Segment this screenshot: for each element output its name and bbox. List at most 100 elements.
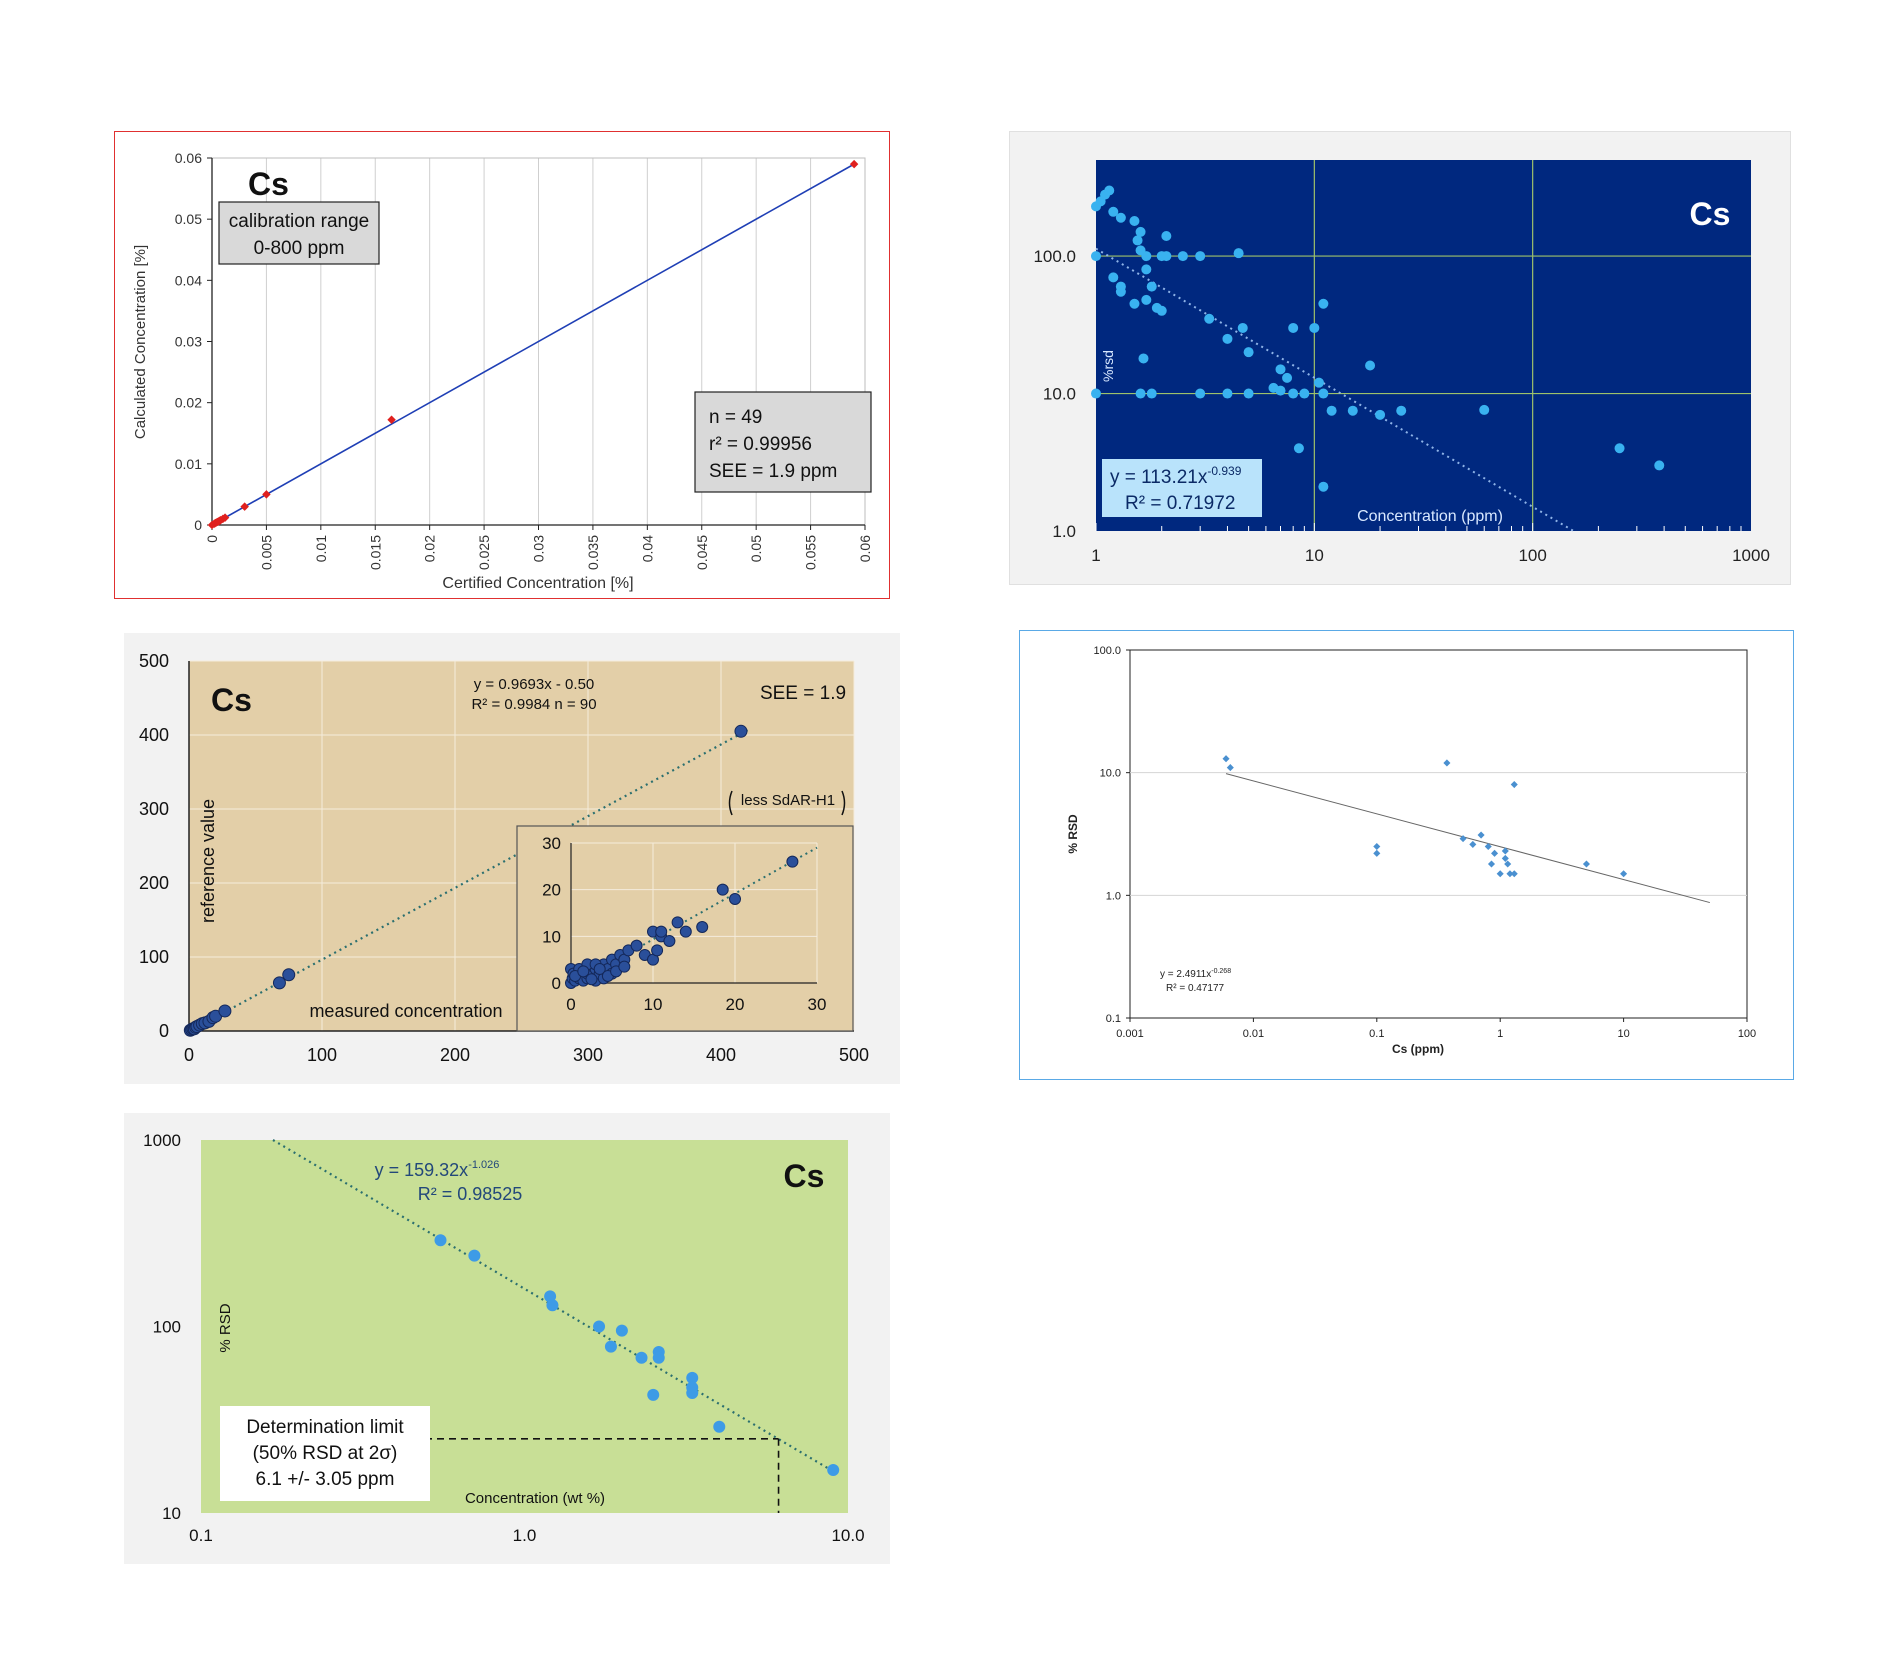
- data-point: [1243, 388, 1254, 399]
- calibration-range-box: [218, 201, 380, 265]
- inset-data-point: [663, 935, 676, 947]
- x-tick-label: 0.01: [1243, 1028, 1264, 1040]
- data-point: [1141, 251, 1152, 262]
- y-tick-label: 0: [159, 1021, 169, 1041]
- r2-text: R² = 0.71972: [1125, 493, 1235, 514]
- equation-text: y = 113.21x-0.939: [1110, 464, 1242, 488]
- y-tick-label: 500: [139, 651, 169, 671]
- y-tick-label: 0.04: [175, 272, 202, 288]
- determination-limit-line-1: Determination limit: [246, 1417, 404, 1438]
- y-tick-label: 100: [139, 947, 169, 967]
- x-tick-label: 300: [573, 1045, 603, 1065]
- data-point: [615, 1324, 628, 1337]
- y-tick-label: 0.03: [175, 334, 202, 350]
- data-point: [1282, 372, 1293, 383]
- chart-calibration: 0 0.005 0.01 0.015 0.02 0.025 0.03 0.035 0.04 0.0…: [132, 150, 873, 592]
- data-point: [434, 1234, 447, 1247]
- data-point: [218, 1004, 232, 1018]
- data-point: [1237, 322, 1248, 333]
- y-tick-label: 0: [194, 517, 202, 533]
- y-axis-label: Calculated Concentration [%]: [132, 245, 149, 439]
- inset-data-point: [696, 921, 709, 933]
- x-tick-label: 0.025: [476, 535, 492, 570]
- x-axis-label: Concentration (ppm): [1357, 508, 1503, 525]
- y-axis-label: %rsd: [1100, 350, 1116, 382]
- stats-r2: r² = 0.99956: [709, 434, 812, 455]
- data-point: [604, 1340, 617, 1353]
- x-tick-label: 1000: [1732, 546, 1770, 565]
- equation-text: y = 159.32x-1.026: [375, 1159, 500, 1180]
- y-tick-label: 10.0: [1100, 768, 1121, 780]
- data-point: [1275, 385, 1286, 396]
- data-point: [1129, 298, 1140, 309]
- data-point: [1195, 251, 1206, 262]
- x-tick-label: 0.04: [639, 535, 655, 562]
- x-tick-label: 10: [1305, 546, 1324, 565]
- inset-x-tick-label: 20: [726, 995, 745, 1014]
- data-point: [635, 1351, 648, 1364]
- x-axis-label: Cs (ppm): [1392, 1042, 1444, 1056]
- x-tick-label: 0.035: [585, 535, 601, 570]
- data-point: [240, 502, 249, 511]
- y-tick-label: 0.01: [175, 456, 202, 472]
- calibration-range-line-2: 0-800 ppm: [254, 238, 345, 259]
- inset-data-point: [671, 916, 684, 929]
- data-point: [1104, 185, 1115, 196]
- calibration-range-line-1: calibration range: [229, 211, 369, 232]
- x-tick-label: 0: [204, 535, 220, 543]
- x-tick-label: 0.05: [748, 535, 764, 562]
- chart-determination-limit: 0.1 1.0 10.0 10 100 1000 Cs y = 159.32x-1.02…: [143, 1131, 864, 1545]
- panel-determination-limit: 0.1 1.0 10.0 10 100 1000 Cs y = 159.32x-1.02…: [124, 1113, 890, 1564]
- data-point: [1491, 849, 1499, 857]
- equation-text: y = 0.9693x - 0.50: [474, 676, 595, 693]
- data-point: [849, 159, 859, 169]
- data-point: [546, 1299, 559, 1312]
- data-point: [686, 1371, 699, 1384]
- data-point: [1108, 206, 1119, 217]
- x-axis-label: measured concentration: [309, 1001, 502, 1021]
- data-point: [1309, 322, 1320, 333]
- y-tick-label: 0.1: [1106, 1013, 1121, 1025]
- inset-data-point: [593, 963, 606, 975]
- data-point: [1496, 870, 1504, 878]
- fit-line: [1225, 773, 1710, 904]
- data-point: [647, 1388, 660, 1401]
- inset-data-point: [729, 893, 741, 905]
- inset-y-tick-label: 30: [542, 834, 561, 853]
- x-tick-label: 0.055: [803, 535, 819, 570]
- inset-data-point: [630, 939, 643, 952]
- y-tick-label: 100.0: [1033, 247, 1076, 266]
- equation-text: y = 2.4911x-0.268: [1160, 968, 1231, 980]
- note-bracket-right: [841, 790, 846, 816]
- y-tick-label: 1.0: [1106, 890, 1121, 902]
- x-tick-label: 0.005: [258, 535, 274, 570]
- inset-y-tick-label: 20: [542, 881, 561, 900]
- chart-rsd-blue: 1 10 100 1000 1.0 10.0 100.0 Cs y = 113.21x-0…: [1033, 160, 1770, 565]
- data-point: [1275, 364, 1286, 375]
- data-point: [1293, 443, 1304, 454]
- data-point: [1141, 264, 1152, 275]
- data-point: [1504, 860, 1512, 868]
- data-point: [1161, 251, 1172, 262]
- chart-label: Cs: [1690, 196, 1731, 232]
- inset-x-tick-label: 0: [566, 995, 575, 1014]
- x-tick-label: 200: [440, 1045, 470, 1065]
- y-tick-label: 0.02: [175, 395, 202, 411]
- data-point: [1135, 226, 1146, 237]
- data-point: [1243, 347, 1254, 358]
- y-tick-label: 400: [139, 725, 169, 745]
- y-tick-label: 0.05: [175, 211, 202, 227]
- x-tick-label: 0.001: [1116, 1028, 1144, 1040]
- data-point: [1091, 388, 1101, 399]
- panel-calibration: 0 0.005 0.01 0.015 0.02 0.025 0.03 0.035 0.04 0.0…: [114, 131, 890, 599]
- data-point: [387, 415, 396, 425]
- data-point: [1156, 305, 1167, 316]
- inset-fit-line: [574, 846, 818, 984]
- data-point: [1288, 388, 1299, 399]
- data-point: [1195, 388, 1206, 399]
- y-axis-label: % RSD: [1066, 814, 1080, 854]
- inset-data-point: [585, 973, 598, 986]
- data-point: [282, 968, 296, 982]
- r2-text: R² = 0.98525: [418, 1184, 523, 1204]
- data-point: [1146, 388, 1157, 399]
